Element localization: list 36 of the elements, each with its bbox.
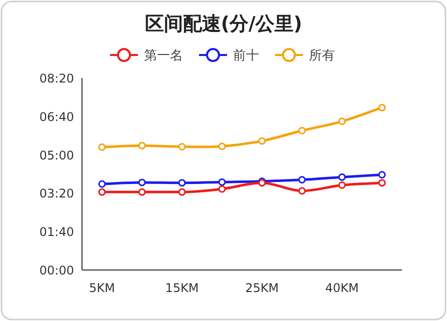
point (138, 178, 146, 186)
point (338, 118, 346, 126)
point (178, 142, 186, 150)
point (338, 181, 346, 189)
legend-label: 前十 (233, 48, 259, 64)
y-tick-label: 08:20 (39, 72, 74, 86)
point (258, 137, 266, 145)
x-tick-label: 40KM (325, 281, 359, 295)
point (298, 187, 306, 195)
y-tick-label: 01:40 (39, 225, 74, 240)
point (218, 185, 226, 193)
point (138, 142, 146, 150)
x-tick-label: 15KM (165, 281, 199, 295)
point (338, 173, 346, 181)
legend-label: 第一名 (144, 48, 183, 64)
point (98, 188, 106, 196)
chart-title: 区间配速(分/公里) (144, 13, 302, 35)
point (298, 176, 306, 184)
point (98, 143, 106, 151)
y-tick-label: 05:00 (39, 148, 74, 162)
legend-label: 所有 (309, 48, 335, 64)
point (178, 179, 186, 187)
point (218, 178, 226, 186)
x-tick-label: 5KM (89, 281, 115, 295)
point (178, 188, 186, 196)
point (98, 180, 106, 188)
point (378, 179, 386, 187)
y-tick-label: 06:40 (39, 110, 74, 124)
point (378, 171, 386, 179)
point (218, 142, 226, 150)
x-tick-label: 25KM (245, 281, 279, 295)
point (138, 188, 146, 196)
y-tick-label: 03:20 (39, 186, 74, 201)
point (298, 126, 306, 134)
point (378, 104, 386, 112)
y-tick-label: 00:00 (39, 264, 74, 278)
